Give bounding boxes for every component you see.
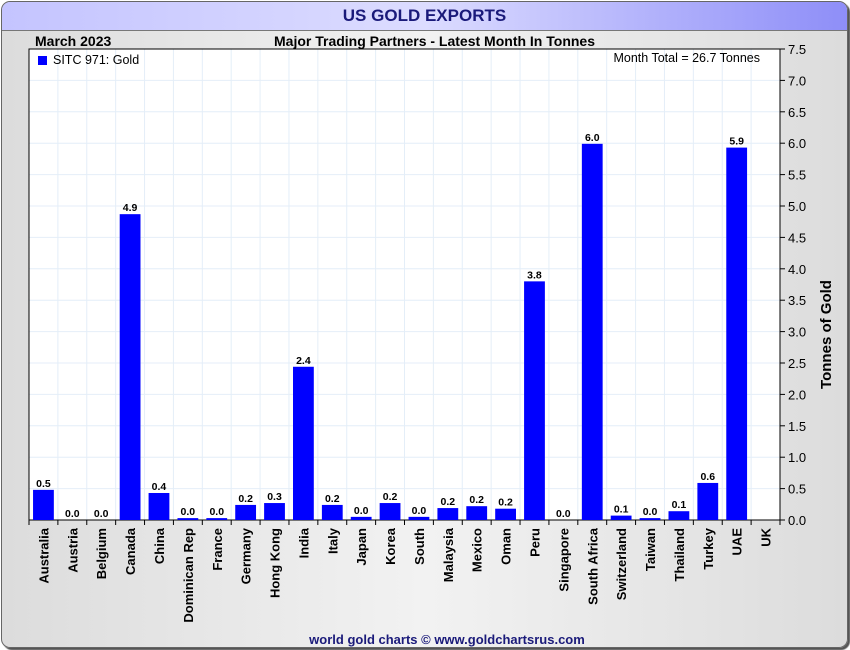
y-tick-label: 5.0 bbox=[788, 199, 806, 214]
data-label: 0.0 bbox=[209, 506, 224, 518]
category-label: Turkey bbox=[701, 527, 716, 569]
data-label: 0.1 bbox=[614, 504, 629, 516]
category-label: China bbox=[152, 527, 167, 564]
data-label: 3.8 bbox=[527, 269, 542, 281]
y-tick-label: 3.0 bbox=[788, 325, 806, 340]
bar-japan bbox=[350, 516, 372, 520]
category-label: Singapore bbox=[556, 528, 571, 592]
category-label: Oman bbox=[499, 528, 514, 565]
category-label: Austria bbox=[65, 527, 80, 573]
data-label: 0.0 bbox=[181, 506, 196, 518]
bar-germany bbox=[235, 504, 257, 520]
bar-mexico bbox=[466, 506, 488, 520]
bar-china bbox=[148, 492, 170, 520]
y-tick-label: 4.0 bbox=[788, 262, 806, 277]
data-label: 0.2 bbox=[238, 493, 253, 505]
bar-taiwan bbox=[639, 518, 661, 520]
category-label: South Africa bbox=[585, 527, 600, 605]
y-tick-label: 6.0 bbox=[788, 136, 806, 151]
data-label: 0.2 bbox=[469, 494, 484, 506]
data-label: 0.1 bbox=[672, 499, 687, 511]
y-tick-label: 1.0 bbox=[788, 450, 806, 465]
bar-india bbox=[293, 366, 314, 520]
data-label: 0.0 bbox=[65, 508, 80, 520]
category-label: Malaysia bbox=[441, 527, 456, 582]
category-label: Mexico bbox=[470, 528, 485, 572]
legend-label: SITC 971: Gold bbox=[53, 53, 140, 67]
bar-dominican-rep bbox=[177, 518, 199, 520]
data-label: 0.4 bbox=[152, 481, 167, 493]
category-label: Canada bbox=[123, 527, 138, 575]
legend: SITC 971: Gold bbox=[38, 53, 139, 67]
data-label: 0.2 bbox=[325, 493, 340, 505]
y-tick-label: 0.0 bbox=[788, 513, 806, 528]
data-label: 0.3 bbox=[267, 491, 282, 503]
data-label: 0.2 bbox=[383, 491, 398, 503]
data-label: 4.9 bbox=[123, 202, 138, 214]
y-tick-label: 3.5 bbox=[788, 293, 806, 308]
bar-malaysia bbox=[437, 508, 459, 520]
category-label: Hong Kong bbox=[268, 528, 283, 598]
category-label: Germany bbox=[239, 527, 254, 584]
data-label: 5.9 bbox=[729, 136, 744, 148]
bar-france bbox=[206, 518, 228, 520]
bar-oman bbox=[495, 508, 516, 520]
category-label: Dominican Rep bbox=[181, 528, 196, 623]
data-label: 2.4 bbox=[296, 355, 311, 367]
category-label: South bbox=[412, 528, 427, 565]
month-total-annotation: Month Total = 26.7 Tonnes bbox=[613, 51, 760, 65]
data-label: 0.6 bbox=[700, 471, 715, 483]
bar-south bbox=[408, 516, 430, 520]
bar-australia bbox=[33, 489, 54, 520]
category-label: Taiwan bbox=[643, 528, 658, 571]
y-axis-title: Tonnes of Gold bbox=[818, 280, 835, 389]
category-label: Peru bbox=[527, 528, 542, 557]
y-tick-label: 2.0 bbox=[788, 387, 806, 402]
bar-canada bbox=[119, 214, 141, 520]
data-label: 6.0 bbox=[585, 132, 600, 144]
data-label: 0.0 bbox=[94, 508, 109, 520]
chart-subtitle: Major Trading Partners - Latest Month In… bbox=[274, 33, 595, 49]
footer-credit: world gold charts © www.goldchartsrus.co… bbox=[309, 632, 585, 647]
legend-swatch bbox=[38, 55, 47, 65]
bar-south-africa bbox=[581, 143, 603, 520]
bar-uae bbox=[726, 147, 748, 520]
category-label: UAE bbox=[730, 528, 745, 556]
category-label: India bbox=[296, 527, 311, 558]
bar-thailand bbox=[668, 511, 690, 520]
category-label: Belgium bbox=[94, 528, 109, 579]
data-label: 0.2 bbox=[441, 496, 456, 508]
y-tick-label: 1.5 bbox=[788, 419, 806, 434]
y-tick-label: 7.0 bbox=[788, 73, 806, 88]
y-tick-label: 5.5 bbox=[788, 168, 806, 183]
y-tick-label: 7.5 bbox=[788, 42, 806, 57]
data-label: 0.0 bbox=[643, 506, 658, 518]
bar-turkey bbox=[697, 482, 719, 520]
data-label: 0.5 bbox=[36, 478, 51, 490]
y-tick-label: 6.5 bbox=[788, 105, 806, 120]
category-label: Switzerland bbox=[614, 528, 629, 600]
category-label: France bbox=[210, 528, 225, 571]
data-label: 0.2 bbox=[498, 497, 513, 509]
y-tick-label: 0.5 bbox=[788, 482, 806, 497]
category-label: UK bbox=[759, 527, 774, 546]
bar-switzerland bbox=[610, 515, 632, 520]
bar-peru bbox=[524, 281, 545, 520]
bar-hong-kong bbox=[264, 503, 285, 520]
category-label: Korea bbox=[383, 527, 398, 565]
y-tick-label: 4.5 bbox=[788, 230, 806, 245]
data-label: 0.0 bbox=[412, 505, 427, 517]
bar-korea bbox=[379, 503, 401, 520]
category-label: Italy bbox=[325, 527, 340, 554]
category-label: Australia bbox=[36, 527, 51, 583]
data-label: 0.0 bbox=[556, 508, 571, 520]
period-label: March 2023 bbox=[35, 33, 112, 49]
chart-title: US GOLD EXPORTS bbox=[2, 2, 847, 31]
category-label: Thailand bbox=[672, 528, 687, 582]
bar-italy bbox=[321, 504, 343, 520]
category-label: Japan bbox=[354, 528, 369, 566]
y-tick-label: 2.5 bbox=[788, 356, 806, 371]
data-label: 0.0 bbox=[354, 505, 369, 517]
